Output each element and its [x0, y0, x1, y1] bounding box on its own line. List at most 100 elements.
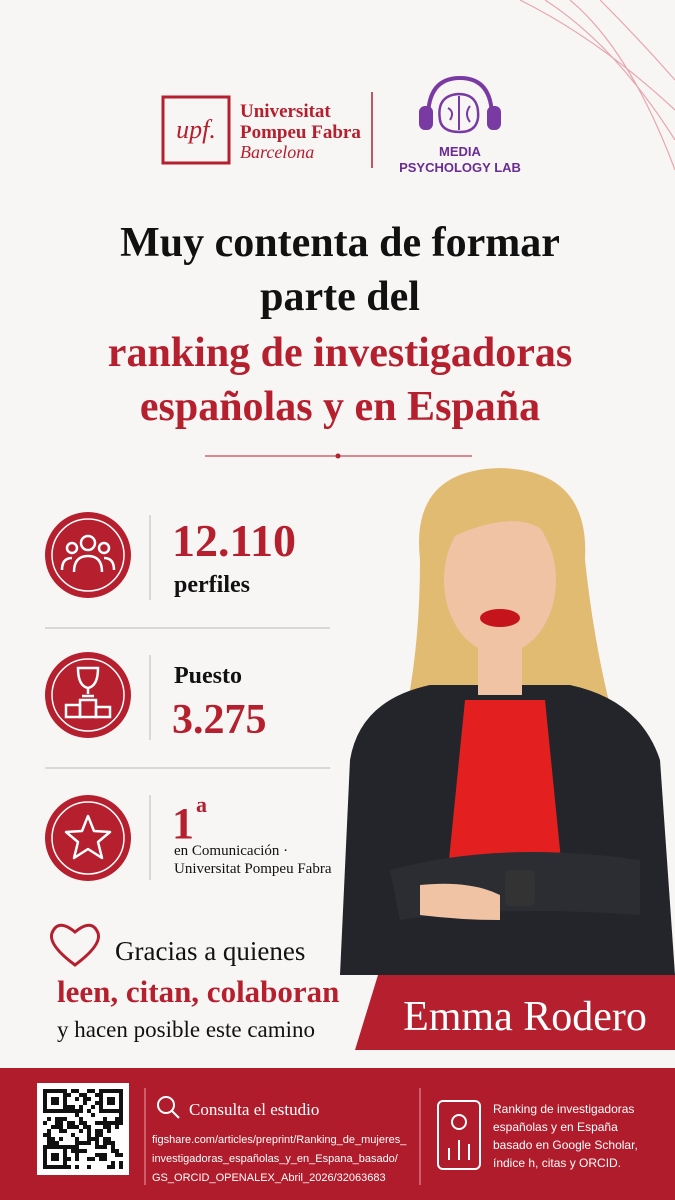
qr-cell [59, 1125, 63, 1129]
decor-lines [519, 0, 675, 171]
qr-cell [87, 1157, 91, 1161]
qr-cell [67, 1093, 71, 1097]
qr-cell [75, 1113, 79, 1117]
heart-icon [49, 923, 101, 967]
qr-cell [51, 1145, 55, 1149]
qr-cell [91, 1089, 95, 1093]
qr-cell [87, 1097, 91, 1101]
qr-cell [67, 1109, 71, 1113]
qr-cell [103, 1157, 107, 1161]
qr-cell [95, 1093, 99, 1097]
qr-cell [91, 1105, 95, 1109]
qr-cell [43, 1165, 47, 1169]
qr-cell [51, 1101, 55, 1105]
qr-cell [103, 1089, 107, 1093]
qr-cell [51, 1137, 55, 1141]
qr-cell [111, 1109, 115, 1113]
qr-cell [55, 1165, 59, 1169]
name-banner [355, 975, 675, 1050]
qr-cell [75, 1157, 79, 1161]
qr-cell [75, 1153, 79, 1157]
lab-name: PSYCHOLOGY LAB [399, 160, 521, 175]
qr-cell [119, 1093, 123, 1097]
qr-cell [111, 1101, 115, 1105]
qr-cell [107, 1165, 111, 1169]
person-name: Emma Rodero [403, 994, 647, 1040]
qr-cell [67, 1105, 71, 1109]
qr-cell [99, 1145, 103, 1149]
upf-logo-box [161, 95, 231, 165]
search-icon [157, 1096, 180, 1119]
qr-cell [99, 1093, 103, 1097]
qr-cell [99, 1097, 103, 1101]
qr-cell [87, 1109, 91, 1113]
portrait [340, 468, 675, 975]
qr-cell [59, 1137, 63, 1141]
qr-cell [67, 1157, 71, 1161]
headline-highlight: ranking de investigadoras [108, 330, 572, 376]
study-url: figshare.com/articles/preprint/Ranking_d… [152, 1134, 407, 1146]
qr-cell [43, 1109, 47, 1113]
qr-cell [75, 1141, 79, 1145]
qr-cell [119, 1101, 123, 1105]
qr-cell [115, 1125, 119, 1129]
footer-dividers [144, 1088, 421, 1185]
qr-cell [43, 1121, 47, 1125]
qr-cell [63, 1109, 67, 1113]
qr-cell [111, 1145, 115, 1149]
qr-cell [107, 1097, 111, 1101]
qr-cell [59, 1129, 63, 1133]
qr-cell [111, 1149, 115, 1153]
qr-cell [75, 1137, 79, 1141]
qr-cell [63, 1161, 67, 1165]
qr-cell [47, 1137, 51, 1141]
qr-cell [43, 1093, 47, 1097]
qr-cell [107, 1089, 111, 1093]
qr-cell [67, 1145, 71, 1149]
qr-cell [67, 1125, 71, 1129]
qr-cell [107, 1125, 111, 1129]
qr-cell [119, 1097, 123, 1101]
qr-cell [55, 1109, 59, 1113]
qr-cell [51, 1157, 55, 1161]
qr-cell [63, 1157, 67, 1161]
qr-cell [71, 1121, 75, 1125]
qr-cell [95, 1129, 99, 1133]
qr-cell [71, 1089, 75, 1093]
headline: parte del [260, 274, 420, 320]
qr-cell [67, 1165, 71, 1169]
qr-cell [99, 1153, 103, 1157]
qr-cell [107, 1141, 111, 1145]
qr-cell [51, 1109, 55, 1113]
qr-cell [51, 1089, 55, 1093]
qr-cell [99, 1105, 103, 1109]
thanks-highlight: leen, citan, colaboran [57, 974, 339, 1009]
qr-cell [119, 1121, 123, 1125]
qr-cell [55, 1157, 59, 1161]
qr-cell [79, 1129, 83, 1133]
qr-cell [79, 1105, 83, 1109]
lab-logo [419, 75, 501, 134]
qr-cell [43, 1101, 47, 1105]
qr-cell [63, 1149, 67, 1153]
qr-cell [43, 1153, 47, 1157]
lab-name: MEDIA [439, 144, 482, 159]
qr-cell [63, 1153, 67, 1157]
stat-label: en Comunicación · [174, 843, 288, 859]
qr-cell [115, 1109, 119, 1113]
stat-value: 1 [172, 799, 194, 848]
qr-cell [107, 1129, 111, 1133]
qr-cell [59, 1165, 63, 1169]
qr-cell [99, 1101, 103, 1105]
qr-cell [99, 1133, 103, 1137]
stat-sublabel: Universitat Pompeu Fabra [174, 861, 332, 877]
qr-cell [103, 1109, 107, 1113]
qr-cell [107, 1101, 111, 1105]
study-title: Consulta el estudio [189, 1100, 319, 1119]
qr-cell [119, 1113, 123, 1117]
thanks-line: Gracias a quienes [115, 936, 305, 966]
qr-cell [63, 1145, 67, 1149]
qr-cell [99, 1109, 103, 1113]
qr-cell [71, 1133, 75, 1137]
